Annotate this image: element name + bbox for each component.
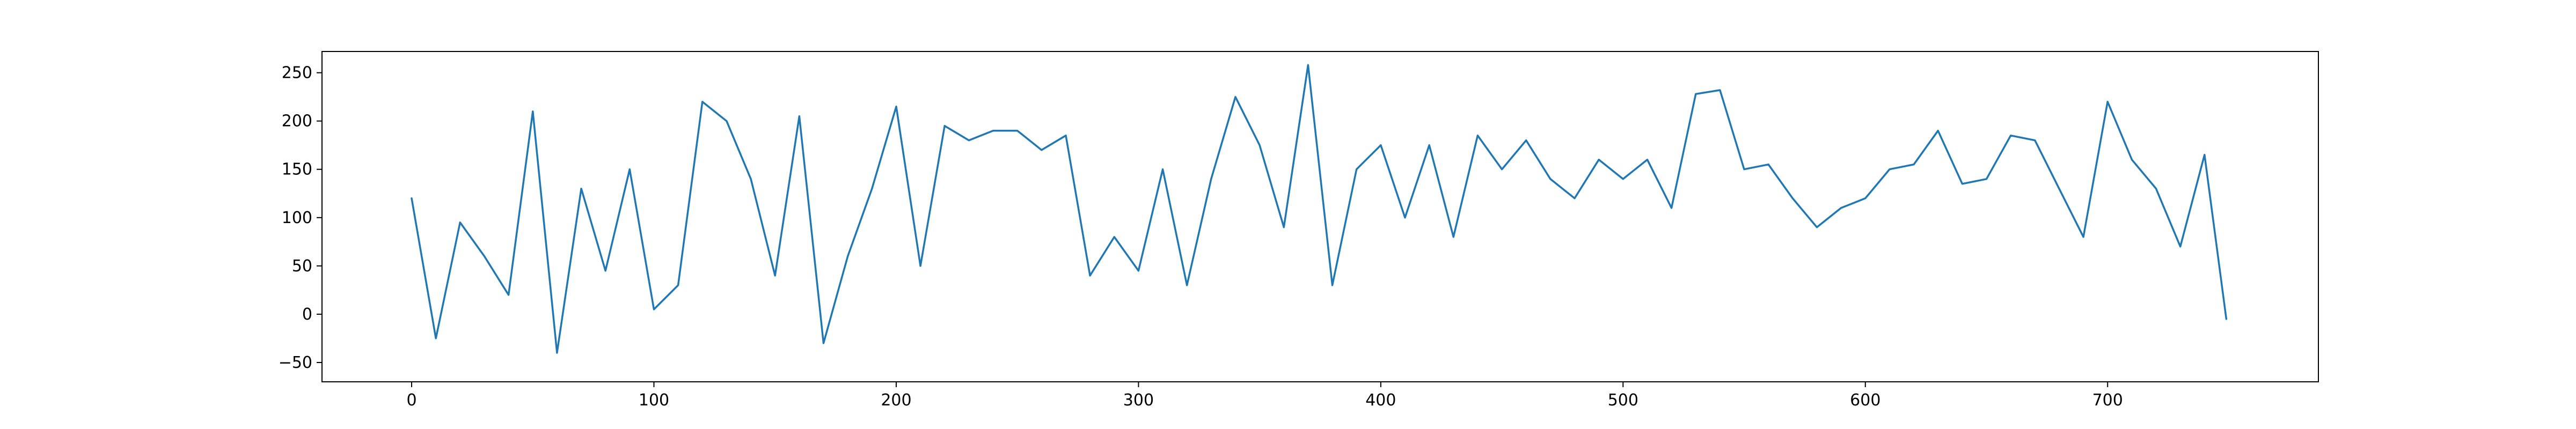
y-tick-label: 150: [282, 160, 312, 179]
plot-frame: [321, 51, 2319, 382]
x-tick-label: 500: [1608, 391, 1638, 410]
x-tick-label: 600: [1850, 391, 1880, 410]
y-tick-label: 0: [302, 305, 312, 324]
x-tick-label: 400: [1365, 391, 1396, 410]
x-tick-label: 0: [406, 391, 416, 410]
y-tick-label: 250: [282, 64, 312, 83]
y-tick-label: −50: [279, 353, 312, 372]
y-tick-label: 100: [282, 209, 312, 227]
y-tick-label: 50: [292, 257, 312, 276]
series-line-0: [411, 64, 2228, 354]
x-tick-label: 100: [639, 391, 669, 410]
y-tick-label: 200: [282, 112, 312, 131]
x-tick-label: 200: [881, 391, 911, 410]
plot-area: [411, 64, 2228, 354]
axes: 0 100 200 300 400 500 600 700 −50 0 50 100 150 200 250: [279, 51, 2319, 410]
x-tick-label: 700: [2092, 391, 2123, 410]
x-tick-label: 300: [1123, 391, 1154, 410]
